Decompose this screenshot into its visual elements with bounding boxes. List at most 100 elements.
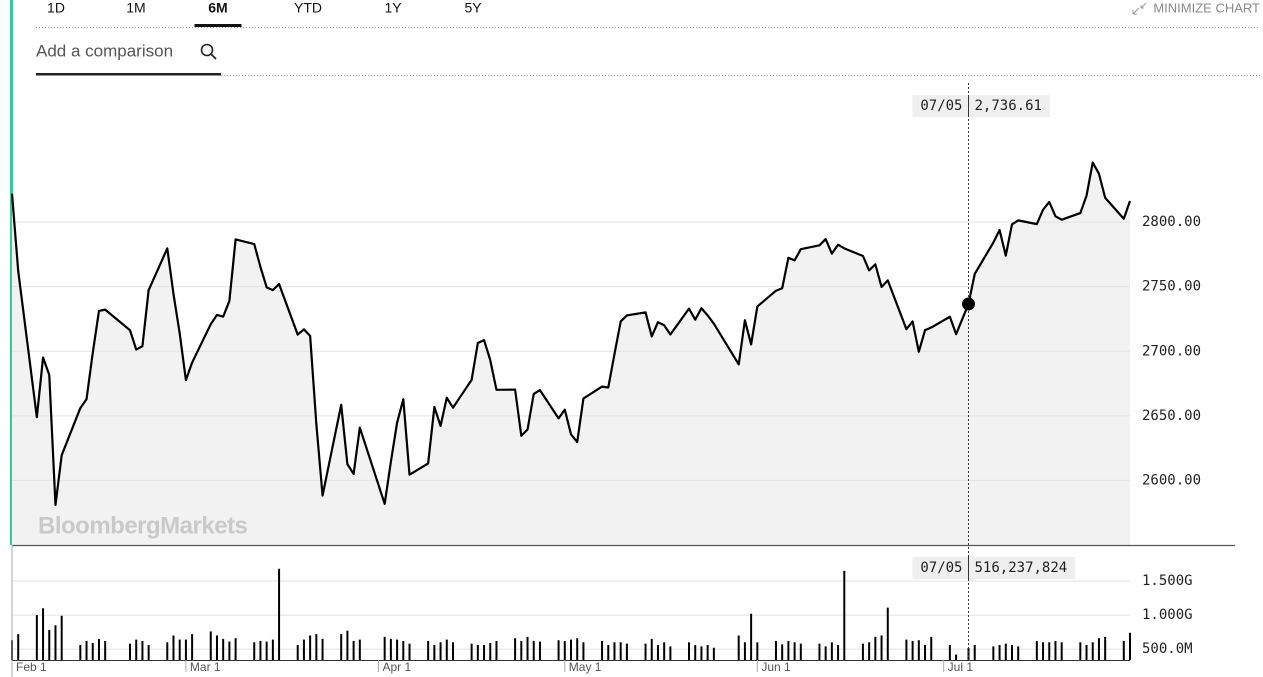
comparison-underline xyxy=(36,73,221,76)
tab[interactable]: 1D xyxy=(47,0,65,16)
x-tick-label: Mar 1 xyxy=(190,660,221,674)
volume-bar xyxy=(656,645,659,660)
minimize-button[interactable]: MINIMIZE CHART xyxy=(1132,0,1260,15)
volume-bar xyxy=(184,639,187,660)
volume-bar xyxy=(1048,642,1051,660)
volume-bar xyxy=(756,642,759,660)
volume-bar xyxy=(874,636,877,660)
volume-bar xyxy=(514,638,517,660)
volume-bar xyxy=(35,615,38,660)
chart-panel: 500.0M 1.000G 1.500G Feb 1 Mar 1 Apr 1 May 1 Ju… xyxy=(11,568,1193,674)
volume-bar xyxy=(880,635,883,660)
volume-bar xyxy=(253,642,256,660)
volume-bar xyxy=(886,607,889,660)
comparison-input[interactable]: Add a comparison xyxy=(36,41,221,76)
y-tick-label: 2600.00 xyxy=(1142,472,1201,488)
volume-bar xyxy=(824,646,827,660)
crosshair-date: 07/05 xyxy=(920,560,962,576)
volume-bar xyxy=(358,639,361,660)
y-tick-label: 2800.00 xyxy=(1142,214,1201,230)
x-tick-label: Feb 1 xyxy=(16,660,47,674)
volume-bar xyxy=(576,638,579,660)
volume-bar xyxy=(439,642,442,660)
volume-bar xyxy=(781,644,784,660)
volume-bar xyxy=(451,642,454,660)
volume-bar xyxy=(265,641,268,660)
volume-bar xyxy=(948,645,951,660)
volume-bar xyxy=(91,642,94,660)
search-icon-handle xyxy=(210,53,217,60)
minimize-label[interactable]: MINIMIZE CHART xyxy=(1153,0,1260,15)
y-tick-label: 500.0M xyxy=(1142,641,1193,657)
watermark: BloombergMarkets xyxy=(38,512,248,539)
tab[interactable]: YTD xyxy=(294,0,322,16)
volume-bar xyxy=(1010,645,1013,660)
volume-bar xyxy=(706,645,709,660)
tab[interactable]: 1M xyxy=(126,0,145,16)
volume-bar xyxy=(352,640,355,660)
chart-panel: 2600.00 2650.00 2700.00 2750.00 2800.00 xyxy=(10,161,1201,545)
volume-bar xyxy=(302,639,305,660)
volume-bar xyxy=(129,643,132,660)
volume-bar xyxy=(445,639,448,660)
x-tick-label: May 1 xyxy=(569,660,602,674)
volume-bar xyxy=(278,568,281,660)
volume-bar xyxy=(570,639,572,660)
volume-bar xyxy=(924,645,927,660)
volume-bar xyxy=(427,640,430,660)
volume-bar xyxy=(222,638,225,660)
volume-bar xyxy=(625,643,628,660)
volume-bar xyxy=(85,640,88,660)
volume-bar xyxy=(526,636,529,660)
volume-bar xyxy=(433,645,436,660)
volume-bar xyxy=(607,645,610,660)
volume-bar xyxy=(694,645,697,660)
plot: 2600.00 2650.00 2700.00 2750.00 2800.00 500.0… xyxy=(10,161,1201,674)
volume-bar xyxy=(843,570,846,660)
volume-bar xyxy=(234,638,237,660)
volume-bar xyxy=(296,645,299,660)
volume-bar xyxy=(650,638,653,660)
volume-bar xyxy=(147,645,150,660)
tab[interactable]: 1Y xyxy=(384,0,402,16)
volume-bar xyxy=(315,634,318,660)
tab[interactable]: 6M xyxy=(208,0,227,16)
volume-bar xyxy=(141,640,144,660)
volume-bar xyxy=(1104,636,1107,660)
volume-bar xyxy=(1054,640,1057,660)
volume-bar xyxy=(1091,642,1094,660)
volume-bar xyxy=(930,636,933,660)
volume-bar xyxy=(1017,646,1020,660)
volume-bar xyxy=(191,634,194,660)
volume-bar xyxy=(905,639,908,660)
y-tick-label: 1.000G xyxy=(1142,607,1193,623)
volume-bar xyxy=(104,640,107,660)
tab-underline xyxy=(194,24,242,27)
crosshair-box xyxy=(912,557,1076,579)
volume-bar xyxy=(1122,640,1125,660)
y-tick-label: 2700.00 xyxy=(1142,343,1201,359)
volume-bar xyxy=(973,645,976,660)
volume-bar xyxy=(538,641,541,660)
volume-bar xyxy=(1085,645,1088,660)
volume-bar xyxy=(1097,638,1100,660)
volume-bar xyxy=(911,640,914,660)
volume-bar xyxy=(967,648,970,660)
x-tick-label: Jun 1 xyxy=(761,660,791,674)
price-line xyxy=(10,161,1132,507)
volume-bar xyxy=(166,642,169,660)
y-tick-label: 2650.00 xyxy=(1142,408,1201,424)
tab[interactable]: 5Y xyxy=(464,0,482,16)
volume-bar xyxy=(495,640,498,660)
search-icon xyxy=(200,43,214,57)
volume-bar xyxy=(998,645,1001,660)
volume-bar xyxy=(97,638,100,660)
volume-bar xyxy=(1004,643,1007,660)
volume-bar xyxy=(209,631,212,660)
volume-bar xyxy=(346,630,349,660)
volume-bar xyxy=(793,642,796,660)
volume-bar xyxy=(470,643,473,660)
volume-bar xyxy=(1129,632,1131,660)
comparison-placeholder[interactable]: Add a comparison xyxy=(36,41,173,60)
